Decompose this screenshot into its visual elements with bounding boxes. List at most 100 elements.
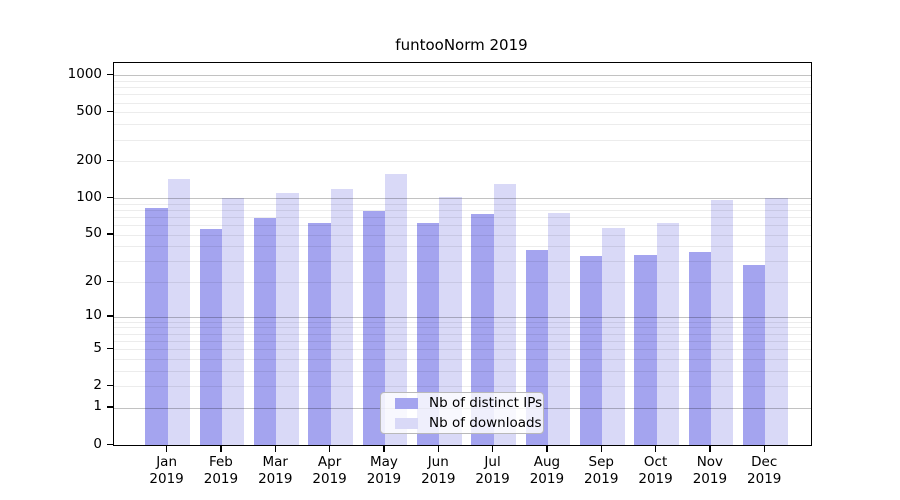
legend: Nb of distinct IPs Nb of downloads (380, 392, 544, 434)
bar-may-nb-of-downloads (384, 173, 408, 445)
y-axis-tick-label-1000: 1000 (67, 65, 102, 82)
gridline-minor-300 (114, 139, 811, 141)
x-axis-tick-label-sep: Sep 2019 (569, 454, 633, 488)
gridline-minor-2 (114, 386, 811, 388)
month-label: Mar (262, 454, 288, 470)
bar-oct-nb-of-downloads (656, 223, 679, 445)
gridline-minor-500 (114, 112, 811, 114)
year-label: 2019 (421, 471, 456, 487)
bar-jan-nb-of-downloads (167, 179, 190, 445)
bar-nov-nb-of-distinct-ips (688, 251, 711, 445)
y-axis-tick-label-5: 5 (93, 339, 102, 356)
x-axis-tick-feb (220, 445, 222, 452)
gridline-minor-80 (114, 209, 811, 211)
y-axis-tick-label-100: 100 (76, 188, 102, 205)
gridline-minor-3 (114, 370, 811, 372)
bar-jul-nb-of-downloads (493, 184, 516, 445)
legend-swatch-downloads (395, 417, 418, 429)
gridline-minor-600 (114, 102, 811, 104)
bar-apr-nb-of-distinct-ips (308, 222, 331, 445)
month-label: Aug (533, 454, 561, 470)
bar-oct-nb-of-distinct-ips (634, 254, 657, 445)
legend-swatch-distinct-ips (395, 397, 418, 409)
y-axis-tick-500 (106, 110, 113, 113)
bar-dec-nb-of-downloads (765, 197, 788, 445)
year-label: 2019 (203, 471, 239, 487)
y-axis-tick-0 (106, 443, 113, 445)
y-axis-tick-label-2: 2 (93, 376, 102, 393)
bar-jun-nb-of-downloads (439, 197, 462, 445)
y-axis-tick-200 (106, 159, 113, 162)
x-axis-tick-jan (166, 445, 168, 452)
x-axis-tick-label-apr: Apr 2019 (298, 454, 362, 488)
y-axis-tick-1 (106, 406, 113, 408)
legend-item-distinct-ips: Nb of distinct IPs (381, 393, 543, 413)
year-label: 2019 (366, 471, 402, 487)
bar-sep-nb-of-downloads (602, 227, 625, 445)
chart-title: funtooNorm 2019 (395, 36, 528, 54)
y-axis-tick-20 (106, 280, 113, 283)
y-axis-tick-2 (106, 384, 113, 387)
gridline-minor-900 (114, 81, 811, 83)
plot-area (113, 62, 812, 446)
year-label: 2019 (258, 471, 293, 487)
x-axis-tick-label-jun: Jun 2019 (406, 454, 470, 488)
x-axis-tick-label-feb: Feb 2019 (189, 454, 253, 488)
y-axis-tick-label-1: 1 (93, 398, 102, 415)
gridline-minor-4 (114, 358, 811, 360)
x-axis-tick-jul (492, 445, 494, 452)
month-label: Apr (317, 454, 342, 470)
bar-jun-nb-of-distinct-ips (416, 222, 440, 445)
gridline-minor-40 (114, 246, 811, 248)
gridline-minor-700 (114, 94, 811, 96)
month-label: Dec (751, 454, 778, 470)
x-axis-tick-label-nov: Nov 2019 (678, 454, 742, 488)
gridline-minor-5 (114, 349, 811, 351)
x-axis-tick-aug (546, 445, 548, 452)
month-label: Jun (427, 454, 449, 470)
bar-sep-nb-of-distinct-ips (579, 256, 603, 445)
bar-nov-nb-of-downloads (710, 199, 734, 445)
y-axis-tick-10 (106, 315, 113, 317)
month-label: Oct (643, 454, 668, 470)
y-axis-tick-50 (106, 233, 113, 235)
gridline-minor-800 (114, 87, 811, 89)
y-axis-tick-label-500: 500 (76, 102, 102, 119)
y-axis-tick-5 (106, 347, 113, 350)
x-axis-tick-label-oct: Oct 2019 (624, 454, 688, 488)
gridline-minor-90 (114, 203, 811, 205)
year-label: 2019 (475, 471, 510, 487)
year-label: 2019 (638, 471, 673, 487)
bar-jul-nb-of-distinct-ips (471, 214, 494, 445)
x-axis-tick-label-may: May 2019 (352, 454, 416, 488)
gridline-minor-30 (114, 261, 811, 263)
gridline-minor-9 (114, 321, 811, 323)
y-axis-tick-label-0: 0 (93, 435, 102, 452)
gridline-minor-20 (114, 282, 811, 284)
year-label: 2019 (747, 471, 782, 487)
bar-mar-nb-of-distinct-ips (253, 217, 277, 445)
legend-label-distinct-ips: Nb of distinct IPs (429, 395, 543, 411)
month-label: Jul (484, 454, 501, 470)
legend-label-downloads: Nb of downloads (429, 415, 542, 431)
bar-dec-nb-of-distinct-ips (742, 264, 766, 445)
x-axis-tick-label-mar: Mar 2019 (243, 454, 307, 488)
year-label: 2019 (584, 471, 619, 487)
month-label: May (369, 454, 398, 470)
y-axis-tick-label-20: 20 (84, 272, 102, 289)
x-axis-tick-nov (709, 445, 711, 452)
x-axis-tick-label-jan: Jan 2019 (135, 454, 199, 488)
bar-feb-nb-of-downloads (221, 198, 245, 445)
gridline-minor-200 (114, 161, 811, 163)
legend-item-downloads: Nb of downloads (381, 413, 543, 433)
y-axis-tick-1000 (106, 73, 113, 76)
bar-mar-nb-of-downloads (276, 192, 299, 445)
y-axis-tick-label-50: 50 (84, 225, 102, 242)
gridline-major-1000 (114, 75, 811, 77)
x-axis-tick-label-aug: Aug 2019 (515, 454, 579, 488)
month-label: Jan (156, 454, 177, 470)
month-label: Sep (588, 454, 614, 470)
x-axis-tick-apr (329, 445, 331, 452)
month-label: Feb (208, 454, 233, 470)
year-label: 2019 (312, 471, 347, 487)
